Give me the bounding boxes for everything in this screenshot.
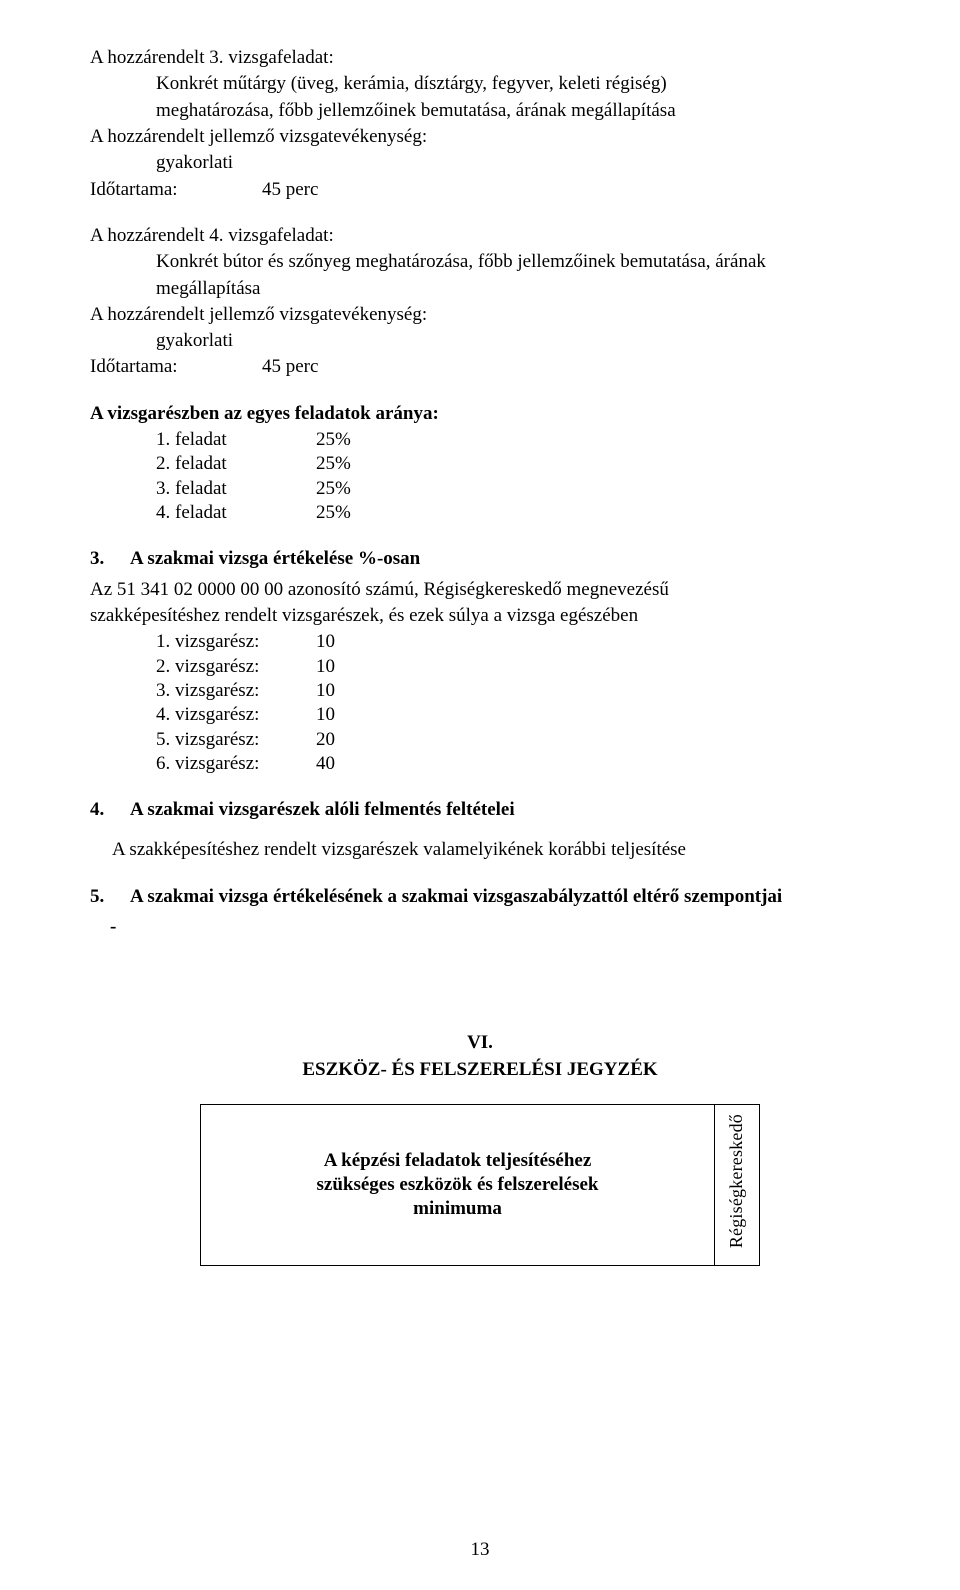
vizsgaresz-label: 1. vizsgarész: (156, 630, 316, 654)
page-container: A hozzárendelt 3. vizsgafeladat: Konkrét… (0, 0, 960, 1590)
task3-dur-value: 45 perc (262, 178, 318, 202)
section3-heading: 3. A szakmai vizsga értékelése %-osan (90, 547, 870, 571)
table-row: 6. vizsgarész: 40 (156, 752, 870, 776)
table-row: 2. vizsgarész: 10 (156, 655, 870, 679)
equipment-table-wrap: A képzési feladatok teljesítéséhez szüks… (200, 1104, 760, 1266)
table-row: 4. vizsgarész: 10 (156, 703, 870, 727)
task4-line2: megállapítása (90, 277, 870, 301)
section5-heading: 5. A szakmai vizsga értékelésének a szak… (90, 885, 870, 909)
section3-list: 1. vizsgarész: 10 2. vizsgarész: 10 3. v… (90, 630, 870, 776)
page-number: 13 (0, 1538, 960, 1562)
table-row: 1. vizsgarész: 10 (156, 630, 870, 654)
vizsgaresz-value: 10 (316, 630, 382, 654)
section3-title: A szakmai vizsga értékelése %-osan (130, 547, 420, 571)
weights-label: 4. feladat (156, 501, 316, 525)
weights-row: 4. feladat 25% (156, 501, 870, 525)
table-row: A képzési feladatok teljesítéséhez szüks… (201, 1105, 760, 1266)
equipment-left-l3: minimuma (413, 1198, 502, 1219)
weights-value: 25% (316, 452, 382, 476)
vizsgaresz-label: 3. vizsgarész: (156, 679, 316, 703)
task4-char-value: gyakorlati (90, 329, 870, 353)
equipment-left-cell: A képzési feladatok teljesítéséhez szüks… (201, 1105, 715, 1266)
vizsgaresz-label: 6. vizsgarész: (156, 752, 316, 776)
task4-line1: Konkrét bútor és szőnyeg meghatározása, … (90, 250, 870, 274)
weights-value: 25% (316, 477, 382, 501)
task3-line2: meghatározása, főbb jellemzőinek bemutat… (90, 99, 870, 123)
vizsgaresz-label: 4. vizsgarész: (156, 703, 316, 727)
equipment-table: A képzési feladatok teljesítéséhez szüks… (200, 1104, 760, 1266)
vizsgaresz-value: 10 (316, 655, 382, 679)
equipment-left-l1: A képzési feladatok teljesítéséhez (324, 1150, 592, 1171)
weights-row: 2. feladat 25% (156, 452, 870, 476)
task3-dur-label: Időtartama: (90, 178, 262, 202)
vizsgaresz-value: 10 (316, 703, 382, 727)
weights-heading: A vizsgarészben az egyes feladatok arány… (90, 402, 870, 426)
equipment-right-cell: Régiségkereskedő (715, 1105, 760, 1266)
weights-label: 1. feladat (156, 428, 316, 452)
section3-intro2: szakképesítéshez rendelt vizsgarészek, é… (90, 604, 870, 628)
task4-duration-row: Időtartama: 45 perc (90, 355, 870, 379)
section4-title: A szakmai vizsgarészek alóli felmentés f… (130, 798, 515, 822)
weights-list: 1. feladat 25% 2. feladat 25% 3. feladat… (90, 428, 870, 525)
vizsgaresz-value: 10 (316, 679, 382, 703)
weights-label: 3. feladat (156, 477, 316, 501)
section5-num: 5. (90, 885, 130, 909)
vizsgaresz-value: 40 (316, 752, 382, 776)
vizsgaresz-label: 5. vizsgarész: (156, 728, 316, 752)
section3-num: 3. (90, 547, 130, 571)
weights-value: 25% (316, 501, 382, 525)
equipment-left-l2: szükséges eszközök és felszerelések (317, 1174, 599, 1195)
table-row: 5. vizsgarész: 20 (156, 728, 870, 752)
section4-num: 4. (90, 798, 130, 822)
task4-char-label: A hozzárendelt jellemző vizsgatevékenysé… (90, 303, 870, 327)
section4-body: A szakképesítéshez rendelt vizsgarészek … (90, 838, 870, 862)
section3-intro1: Az 51 341 02 0000 00 00 azonosító számú,… (90, 578, 870, 602)
weights-label: 2. feladat (156, 452, 316, 476)
weights-row: 1. feladat 25% (156, 428, 870, 452)
task4-dur-label: Időtartama: (90, 355, 262, 379)
section5-title: A szakmai vizsga értékelésének a szakmai… (130, 885, 782, 909)
task3-char-value: gyakorlati (90, 151, 870, 175)
section5-dash: - (90, 915, 870, 939)
vizsgaresz-value: 20 (316, 728, 382, 752)
task4-heading: A hozzárendelt 4. vizsgafeladat: (90, 224, 870, 248)
chapter-title: ESZKÖZ- ÉS FELSZERELÉSI JEGYZÉK (90, 1058, 870, 1082)
task3-line1: Konkrét műtárgy (üveg, kerámia, dísztárg… (90, 72, 870, 96)
task3-char-label: A hozzárendelt jellemző vizsgatevékenysé… (90, 125, 870, 149)
chapter-roman: VI. (90, 1031, 870, 1055)
task3-heading: A hozzárendelt 3. vizsgafeladat: (90, 46, 870, 70)
weights-row: 3. feladat 25% (156, 477, 870, 501)
task3-duration-row: Időtartama: 45 perc (90, 178, 870, 202)
vizsgaresz-label: 2. vizsgarész: (156, 655, 316, 679)
equipment-right-label: Régiségkereskedő (727, 1114, 747, 1248)
weights-value: 25% (316, 428, 382, 452)
table-row: 3. vizsgarész: 10 (156, 679, 870, 703)
task4-dur-value: 45 perc (262, 355, 318, 379)
section4-heading: 4. A szakmai vizsgarészek alóli felmenté… (90, 798, 870, 822)
